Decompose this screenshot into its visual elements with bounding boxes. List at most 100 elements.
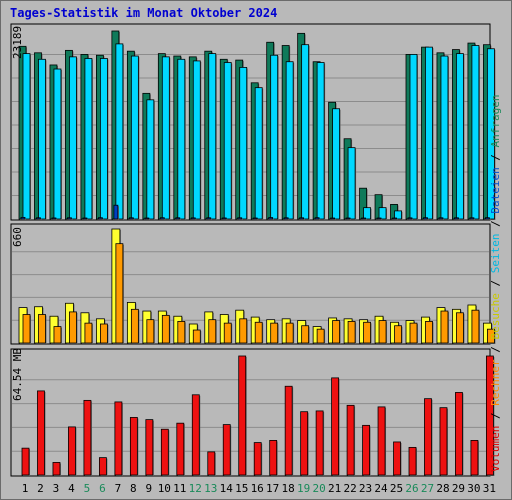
bar-volumen — [346, 404, 355, 476]
x-tick-label: 16 — [251, 482, 264, 495]
bar-volumen — [439, 407, 448, 476]
bar-seiten — [378, 207, 387, 220]
bar-seiten — [316, 62, 325, 220]
bar-volumen — [362, 424, 370, 476]
x-tick-label: 28 — [436, 482, 449, 495]
bar-dateien-shadow — [145, 219, 150, 220]
bar-rechner — [347, 321, 356, 344]
bar-dateien — [221, 217, 227, 220]
bar-dateien — [299, 217, 305, 220]
bar-seiten — [471, 45, 480, 220]
bar-dateien — [423, 217, 428, 220]
bar-dateien — [345, 217, 351, 220]
x-tick-label: 30 — [467, 482, 480, 495]
bar-seiten — [208, 53, 217, 220]
x-tick-label: 21 — [328, 482, 341, 495]
x-tick-label: 26 — [405, 482, 418, 495]
bar-seiten — [115, 43, 124, 220]
x-tick-label: 24 — [374, 482, 388, 495]
bar-dateien — [82, 217, 88, 220]
bar-dateien-shadow — [347, 219, 352, 220]
bar-seiten — [254, 87, 263, 220]
bar-seiten — [53, 68, 62, 220]
bar-seiten — [332, 108, 341, 220]
bar-seiten — [69, 56, 77, 220]
bar-dateien-shadow — [362, 219, 367, 220]
bar-rechner — [84, 322, 93, 344]
bar-dateien — [144, 217, 150, 220]
bar-dateien-shadow — [331, 219, 336, 220]
bar-rechner — [270, 322, 279, 344]
bar-dateien-shadow — [52, 218, 57, 220]
bar-seiten — [486, 48, 495, 220]
bar-dateien — [206, 217, 212, 220]
legend-item: / — [489, 147, 502, 168]
bar-rechner — [363, 321, 371, 344]
bar-dateien — [113, 204, 119, 220]
bar-rechner — [301, 325, 310, 344]
bar-dateien — [361, 217, 366, 220]
bar-volumen — [191, 394, 200, 476]
bar-rechner — [38, 314, 46, 344]
bar-dateien — [376, 217, 382, 220]
legend-item: Anfragen — [489, 94, 502, 148]
bar-dateien — [407, 217, 413, 220]
x-tick-label: 11 — [173, 482, 186, 495]
bar-volumen — [21, 447, 30, 476]
bar-rechner — [208, 319, 217, 344]
bar-volumen — [393, 441, 401, 476]
x-tick-label: 1 — [22, 482, 29, 495]
bar-dateien — [484, 217, 490, 220]
bar-rechner — [100, 323, 108, 344]
bar-dateien — [438, 217, 444, 220]
bar-rechner — [130, 308, 139, 344]
bar-volumen — [114, 401, 123, 476]
bar-volumen — [377, 406, 386, 476]
x-tick-label: 20 — [312, 482, 325, 495]
x-tick-label: 13 — [204, 482, 217, 495]
bar-dateien — [128, 217, 134, 220]
x-tick-label: 2 — [37, 482, 44, 495]
bar-rechner — [161, 314, 170, 344]
bar-dateien — [454, 217, 459, 220]
bar-dateien-shadow — [409, 218, 413, 220]
bar-volumen — [238, 355, 247, 476]
bar-rechner — [254, 321, 263, 344]
bar-rechner — [486, 328, 495, 344]
bar-seiten — [146, 99, 155, 220]
bars-top — [18, 30, 496, 221]
bar-dateien-shadow — [83, 219, 88, 220]
grid-middle — [12, 251, 489, 321]
bar-volumen — [331, 377, 340, 476]
bar-rechner — [115, 243, 124, 344]
x-axis-labels: 1 2 3 4 5 6 7 8 9 10 11 12 13 14 15 16 17 18 19 20 21 22 23 24 2… — [22, 482, 496, 495]
bar-rechner — [223, 322, 232, 344]
ymax-label-bottom: 64.54 MB — [11, 348, 24, 401]
bar-volumen — [99, 457, 107, 476]
bar-dateien — [190, 217, 196, 220]
x-tick-label: 27 — [421, 482, 434, 495]
x-tick-label: 12 — [189, 482, 202, 495]
x-tick-label: 6 — [99, 482, 106, 495]
bar-seiten — [100, 58, 108, 220]
bar-dateien — [159, 217, 165, 220]
bar-rechner — [22, 314, 31, 344]
bar-dateien — [67, 217, 72, 220]
bar-volumen — [408, 446, 417, 476]
x-tick-label: 9 — [146, 482, 153, 495]
bar-volumen — [315, 410, 324, 476]
bar-dateien — [98, 217, 103, 220]
bar-seiten — [223, 62, 232, 220]
bars-bottom — [21, 355, 495, 476]
bar-dateien — [237, 217, 243, 220]
bar-volumen — [424, 398, 432, 476]
x-tick-label: 4 — [68, 482, 75, 495]
bar-dateien — [51, 217, 57, 220]
legend-item: Rechner — [489, 359, 502, 406]
bar-rechner — [177, 321, 186, 344]
bar-volumen — [253, 442, 262, 476]
bar-seiten — [38, 58, 46, 220]
bar-dateien — [330, 217, 336, 220]
bar-seiten — [270, 54, 279, 220]
legend-item: / — [489, 213, 502, 234]
